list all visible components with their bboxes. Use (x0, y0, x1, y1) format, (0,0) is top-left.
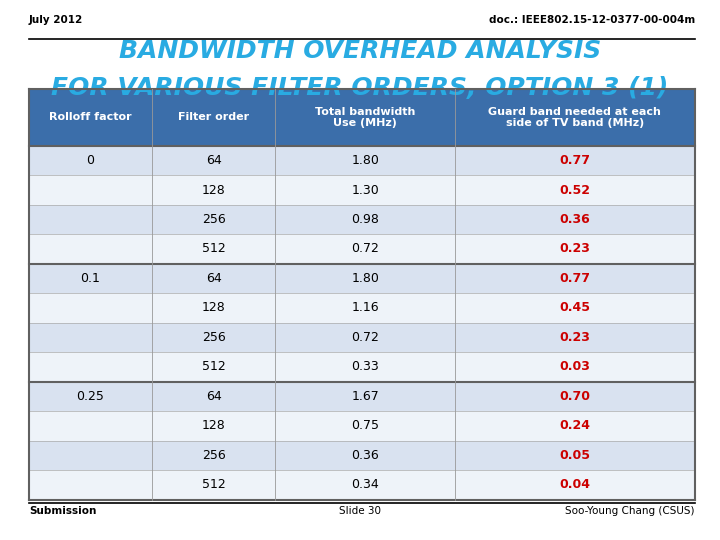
Text: 0.72: 0.72 (351, 331, 379, 344)
Text: 0.52: 0.52 (559, 184, 590, 197)
Text: Slide 30: Slide 30 (339, 506, 381, 516)
Text: 0.75: 0.75 (351, 420, 379, 433)
Bar (29, 176, 695, 205)
Bar (29, 352, 695, 382)
Text: 0: 0 (86, 154, 94, 167)
Text: 0.1: 0.1 (81, 272, 100, 285)
Bar (29, 470, 695, 500)
Text: 64: 64 (206, 272, 222, 285)
Text: 0.33: 0.33 (351, 360, 379, 373)
Bar (29, 205, 695, 234)
Text: 1.80: 1.80 (351, 272, 379, 285)
Bar (29, 89, 695, 146)
Bar (29, 441, 695, 470)
Text: 1.16: 1.16 (351, 301, 379, 314)
Text: 64: 64 (206, 390, 222, 403)
Text: 0.03: 0.03 (559, 360, 590, 373)
Text: 1.67: 1.67 (351, 390, 379, 403)
Text: 256: 256 (202, 331, 225, 344)
Text: July 2012: July 2012 (29, 15, 83, 25)
Text: 0.72: 0.72 (351, 242, 379, 255)
Text: 0.45: 0.45 (559, 301, 590, 314)
Text: 128: 128 (202, 301, 225, 314)
Text: Total bandwidth
Use (MHz): Total bandwidth Use (MHz) (315, 106, 415, 128)
Text: Soo-Young Chang (CSUS): Soo-Young Chang (CSUS) (565, 506, 695, 516)
Text: 0.98: 0.98 (351, 213, 379, 226)
Text: 0.23: 0.23 (559, 242, 590, 255)
Text: 512: 512 (202, 360, 225, 373)
Text: Submission: Submission (29, 506, 96, 516)
Text: 0.70: 0.70 (559, 390, 590, 403)
Bar (29, 146, 695, 176)
Bar (29, 264, 695, 293)
Text: 1.80: 1.80 (351, 154, 379, 167)
Text: 0.77: 0.77 (559, 272, 590, 285)
Bar (29, 234, 695, 264)
Text: 0.04: 0.04 (559, 478, 590, 491)
Bar (29, 293, 695, 322)
Text: 0.23: 0.23 (559, 331, 590, 344)
Text: 0.77: 0.77 (559, 154, 590, 167)
Text: Filter order: Filter order (178, 112, 249, 123)
Text: 128: 128 (202, 184, 225, 197)
Text: 64: 64 (206, 154, 222, 167)
Text: 1.30: 1.30 (351, 184, 379, 197)
Text: BANDWIDTH OVERHEAD ANALYSIS: BANDWIDTH OVERHEAD ANALYSIS (119, 39, 601, 63)
Bar (29, 411, 695, 441)
Text: Guard band needed at each
side of TV band (MHz): Guard band needed at each side of TV ban… (488, 106, 662, 128)
Text: 0.34: 0.34 (351, 478, 379, 491)
Text: 0.36: 0.36 (351, 449, 379, 462)
Text: 128: 128 (202, 420, 225, 433)
Text: 512: 512 (202, 242, 225, 255)
Text: FOR VARIOUS FILTER ORDERS, OPTION 3 (1): FOR VARIOUS FILTER ORDERS, OPTION 3 (1) (51, 76, 669, 100)
Text: 256: 256 (202, 213, 225, 226)
Bar (29, 382, 695, 411)
Text: doc.: IEEE802.15-12-0377-00-004m: doc.: IEEE802.15-12-0377-00-004m (489, 15, 695, 25)
Text: 512: 512 (202, 478, 225, 491)
Text: 0.36: 0.36 (559, 213, 590, 226)
Text: 0.24: 0.24 (559, 420, 590, 433)
Bar (29, 322, 695, 352)
Text: Rolloff factor: Rolloff factor (49, 112, 132, 123)
Text: 0.25: 0.25 (76, 390, 104, 403)
Text: 256: 256 (202, 449, 225, 462)
Text: 0.05: 0.05 (559, 449, 590, 462)
